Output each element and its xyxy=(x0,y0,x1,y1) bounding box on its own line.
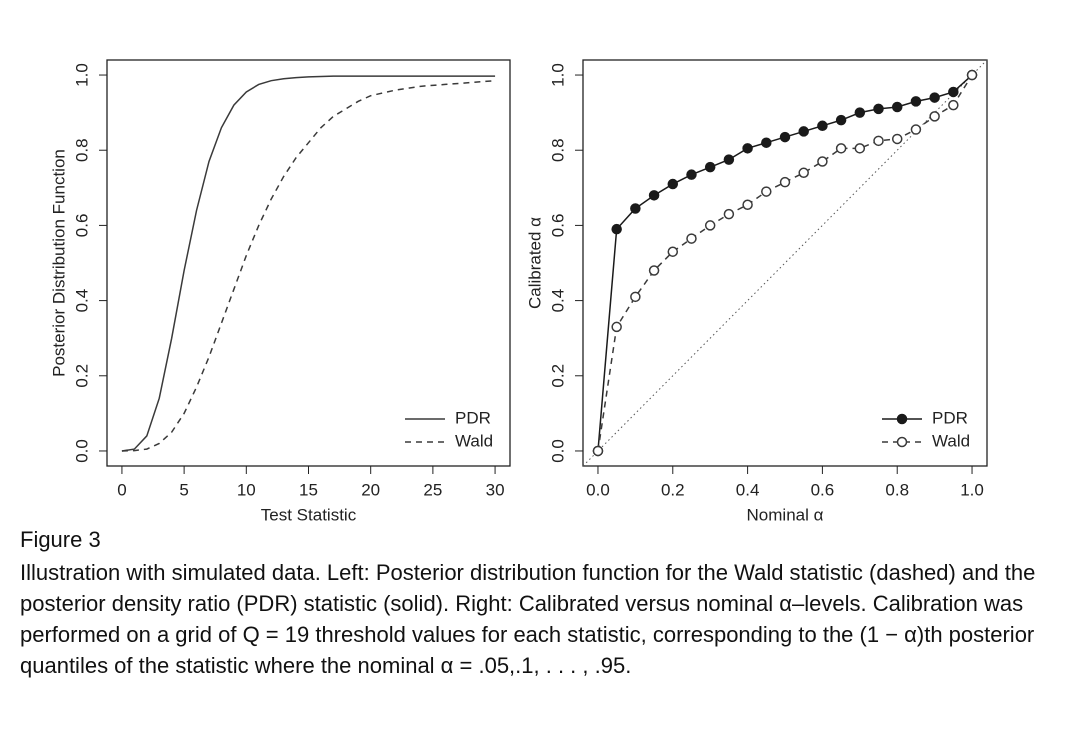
x-tick-label: 0.0 xyxy=(586,480,610,499)
data-point xyxy=(910,96,922,107)
x-tick-label: 15 xyxy=(299,480,318,499)
data-point xyxy=(723,208,735,220)
x-tick-label: 0 xyxy=(117,480,126,499)
data-point xyxy=(891,133,903,145)
data-point xyxy=(761,137,772,148)
data-point xyxy=(667,246,679,257)
x-axis-label: Test Statistic xyxy=(261,505,357,524)
y-tick-label: 0.8 xyxy=(548,138,567,162)
data-point xyxy=(704,220,716,231)
data-point xyxy=(742,143,753,154)
figure-label: Figure 3 xyxy=(20,527,101,552)
data-point xyxy=(742,199,753,210)
data-point xyxy=(835,114,847,126)
data-point xyxy=(798,126,809,137)
data-point xyxy=(854,143,866,154)
legend-marker xyxy=(896,436,908,448)
legend-marker xyxy=(896,413,908,425)
data-point xyxy=(686,169,697,180)
data-point xyxy=(686,233,697,244)
data-point xyxy=(817,120,828,132)
x-tick-label: 0.8 xyxy=(885,480,909,499)
data-point xyxy=(891,101,903,113)
x-tick-label: 25 xyxy=(423,480,442,499)
y-tick-label: 0.2 xyxy=(72,364,91,388)
data-point xyxy=(704,161,716,173)
data-point xyxy=(910,124,922,135)
series-line xyxy=(597,74,973,452)
y-axis-label: Posterior Distribution Function xyxy=(49,149,68,377)
data-point xyxy=(779,131,791,143)
y-tick-label: 1.0 xyxy=(548,63,567,87)
legend-label: Wald xyxy=(932,431,970,450)
data-point xyxy=(630,203,641,214)
plot-frame xyxy=(106,59,511,467)
data-point xyxy=(835,143,847,154)
legend-label: PDR xyxy=(455,408,491,427)
data-point xyxy=(929,111,940,122)
data-point xyxy=(966,69,978,81)
x-axis-label: Nominal α xyxy=(747,505,824,524)
plot-frame xyxy=(582,59,988,467)
y-tick-label: 0.8 xyxy=(72,138,91,162)
y-tick-label: 0.6 xyxy=(72,214,91,238)
series-line xyxy=(121,75,496,452)
data-point xyxy=(648,190,660,201)
data-point xyxy=(948,99,959,111)
data-point xyxy=(723,154,735,165)
data-point xyxy=(817,156,828,167)
y-tick-label: 0.2 xyxy=(548,364,567,388)
x-tick-label: 0.2 xyxy=(661,480,685,499)
data-point xyxy=(611,223,622,235)
data-point xyxy=(873,135,884,147)
x-tick-label: 0.4 xyxy=(736,480,760,499)
x-tick-label: 30 xyxy=(486,480,505,499)
y-tick-label: 0.4 xyxy=(548,289,567,313)
y-tick-label: 0.4 xyxy=(72,289,91,313)
x-tick-label: 20 xyxy=(361,480,380,499)
data-point xyxy=(630,291,641,303)
x-tick-label: 10 xyxy=(237,480,256,499)
x-tick-label: 1.0 xyxy=(960,480,984,499)
y-tick-label: 0.0 xyxy=(72,439,91,463)
figure: 0 5 10 15 20 25 30 0.0 0.2 0.4 0.6 0.8 1.0 Test Stati… xyxy=(49,59,988,524)
data-point xyxy=(611,321,622,333)
y-axis-label: Calibrated α xyxy=(525,217,544,309)
legend-label: PDR xyxy=(932,408,968,427)
data-point xyxy=(761,186,772,197)
legend-label: Wald xyxy=(455,431,493,450)
data-point xyxy=(592,445,604,457)
x-tick-label: 0.6 xyxy=(811,480,835,499)
y-tick-label: 0.6 xyxy=(548,214,567,238)
y-tick-label: 1.0 xyxy=(72,63,91,87)
data-point xyxy=(648,265,660,276)
data-point xyxy=(667,178,679,190)
data-point xyxy=(798,167,809,179)
figure-caption: Illustration with simulated data. Left: … xyxy=(20,560,1036,678)
data-point xyxy=(779,176,791,188)
reference-diagonal xyxy=(582,59,988,467)
series-line xyxy=(121,79,496,452)
data-point xyxy=(948,86,959,98)
data-point xyxy=(873,103,884,115)
data-point xyxy=(929,92,940,103)
y-tick-label: 0.0 xyxy=(548,439,567,463)
data-point xyxy=(854,107,866,118)
x-tick-label: 5 xyxy=(179,480,188,499)
